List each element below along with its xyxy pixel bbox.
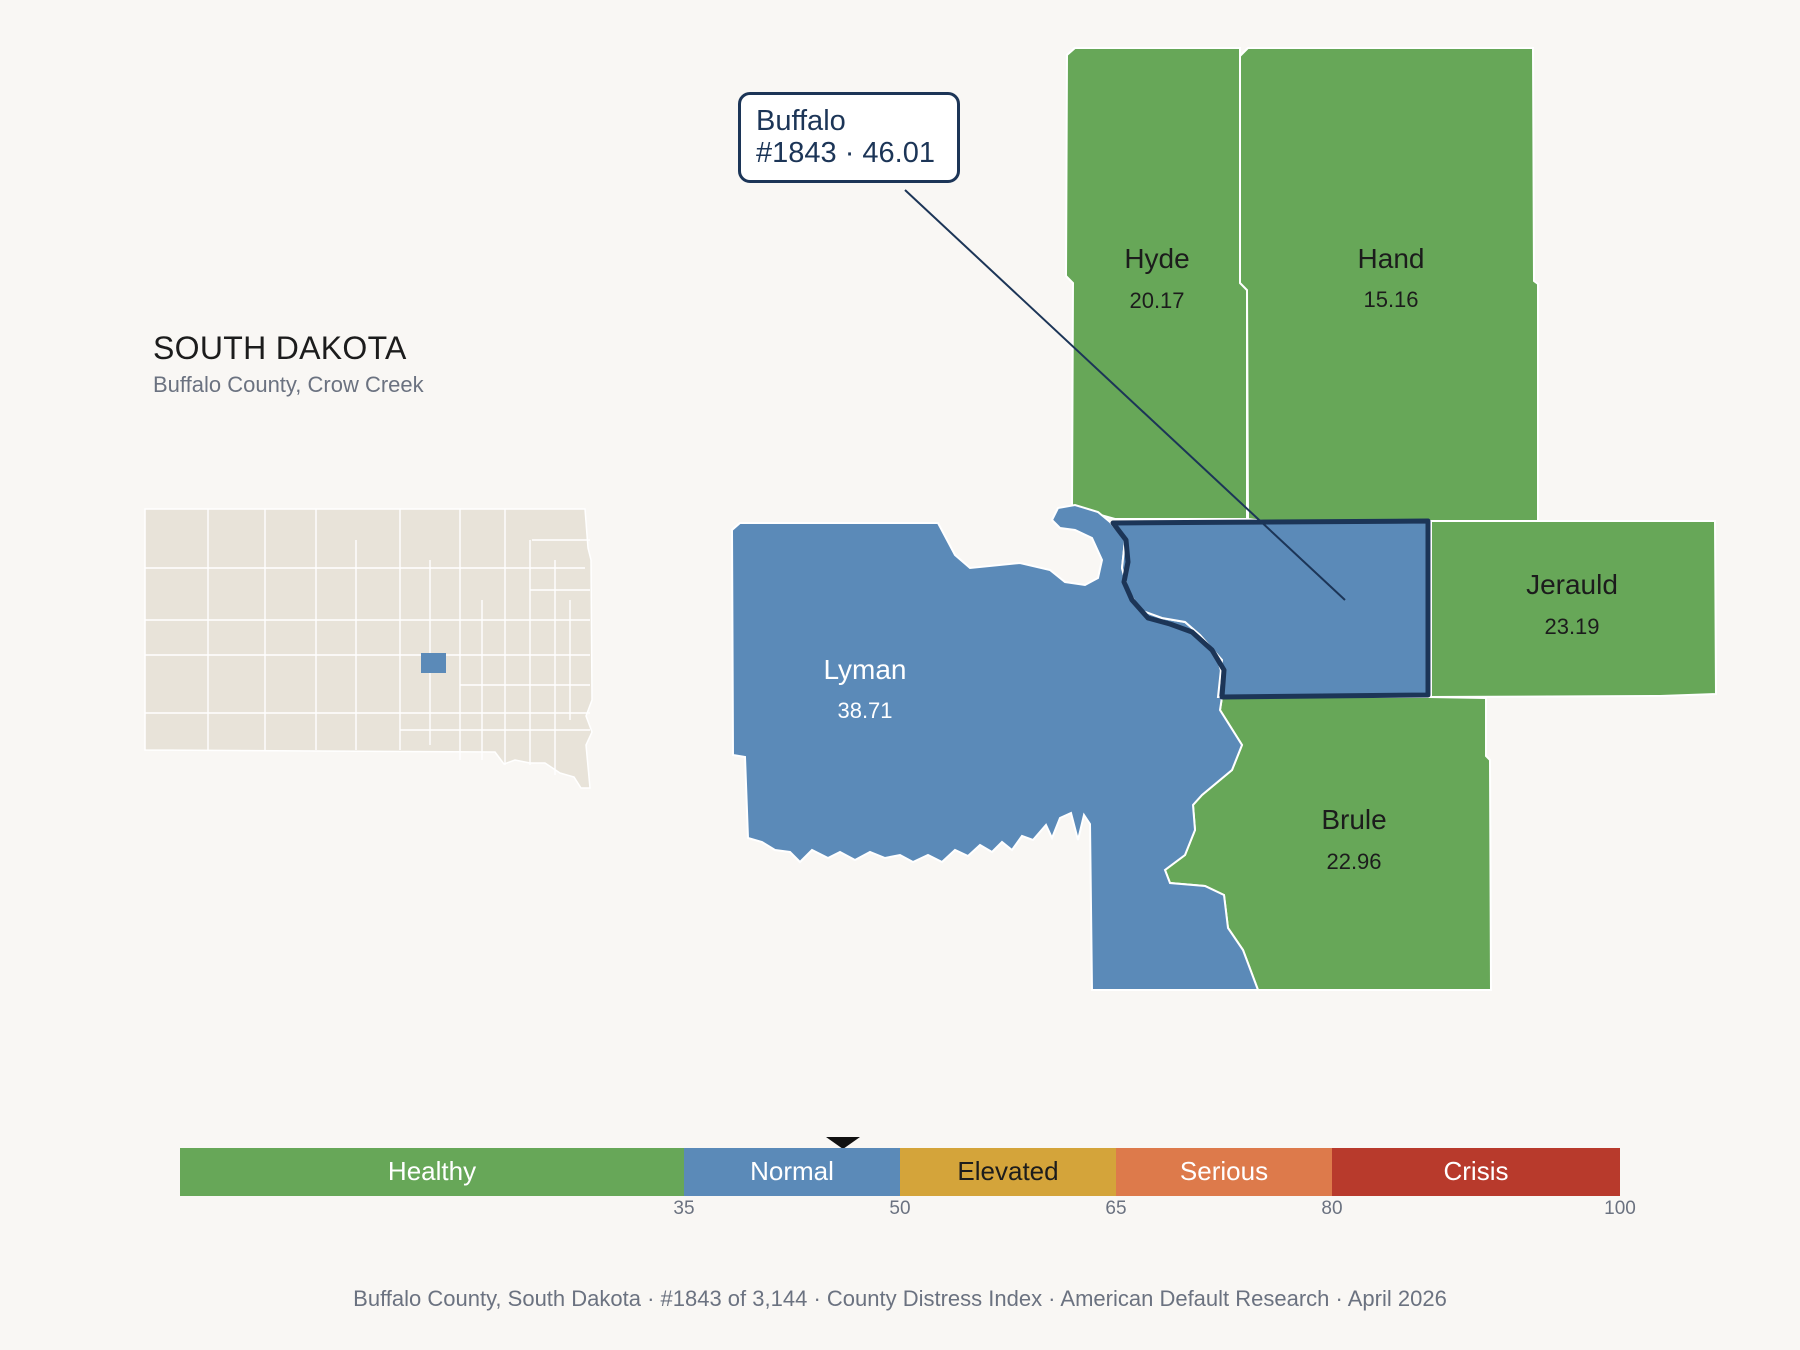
legend-tick-50: 50	[889, 1198, 911, 1219]
county-value-brule: 22.96	[1326, 849, 1381, 874]
county-buffalo	[1111, 519, 1432, 699]
county-value-hand: 15.16	[1363, 287, 1418, 312]
buffalo-callout: Buffalo #1843 · 46.01	[738, 92, 960, 183]
legend-tick-35: 35	[673, 1198, 695, 1219]
county-hand	[1239, 47, 1539, 525]
legend-segment-normal: Normal	[684, 1148, 900, 1196]
county-jerauld	[1426, 520, 1718, 699]
callout-leader-line	[904, 189, 1346, 601]
legend-segment-elevated: Elevated	[900, 1148, 1116, 1196]
county-label-hand: Hand	[1358, 243, 1425, 274]
county-value-lyman: 38.71	[837, 698, 892, 723]
callout-county-name: Buffalo	[756, 105, 846, 137]
county-value-jerauld: 23.19	[1544, 614, 1599, 639]
legend-value-marker	[825, 1137, 860, 1149]
legend-bar: Healthy Normal Elevated Serious Crisis	[180, 1148, 1620, 1196]
legend-tick-80: 80	[1321, 1198, 1343, 1219]
state-title: SOUTH DAKOTA	[153, 330, 407, 366]
county-labels: Hyde 20.17 Hand 15.16 Jerauld 23.19 Brul…	[823, 243, 1617, 874]
legend-tick-65: 65	[1105, 1198, 1127, 1219]
footer-credit: Buffalo County, South Dakota · #1843 of …	[353, 1286, 1447, 1311]
county-hyde	[1064, 47, 1248, 520]
legend-segment-healthy: Healthy	[180, 1148, 684, 1196]
county-value-hyde: 20.17	[1129, 288, 1184, 313]
county-label-lyman: Lyman	[823, 654, 906, 685]
inset-state-shape	[144, 508, 593, 789]
county-label-hyde: Hyde	[1124, 243, 1189, 274]
legend-tick-100: 100	[1604, 1198, 1636, 1219]
callout-rank-value: #1843 · 46.01	[756, 137, 935, 169]
state-subtitle: Buffalo County, Crow Creek	[153, 372, 424, 397]
inset-county-grid	[145, 509, 590, 775]
state-inset-map	[144, 508, 593, 789]
legend-segment-crisis: Crisis	[1332, 1148, 1620, 1196]
inset-buffalo-highlight	[421, 653, 446, 673]
county-label-brule: Brule	[1321, 804, 1386, 835]
county-shapes	[730, 47, 1718, 991]
buffalo-outline	[1110, 518, 1431, 700]
county-label-jerauld: Jerauld	[1526, 569, 1618, 600]
legend-segment-serious: Serious	[1116, 1148, 1332, 1196]
county-lyman	[730, 503, 1260, 991]
